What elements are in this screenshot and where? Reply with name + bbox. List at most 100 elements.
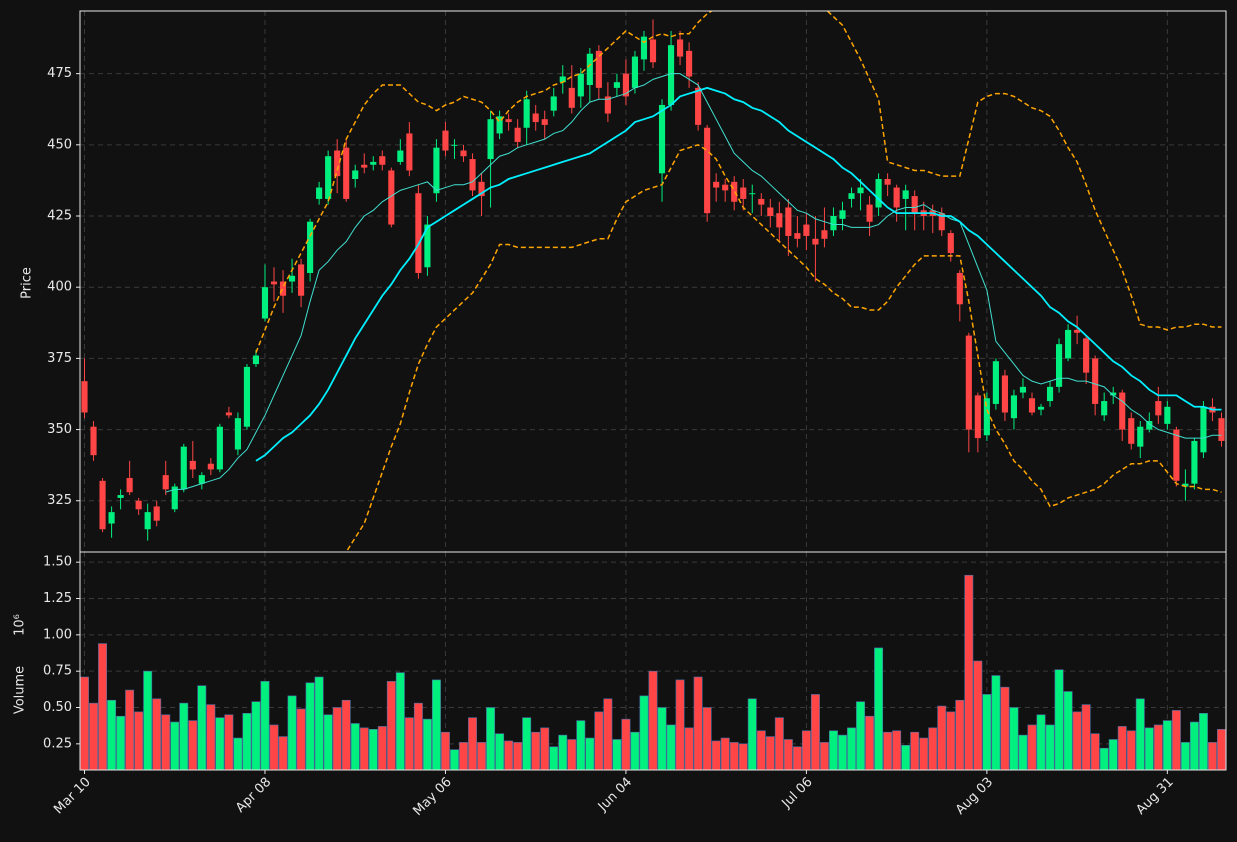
volume-bar: [1090, 733, 1100, 771]
candle-body: [505, 119, 512, 123]
volume-bar: [224, 714, 234, 771]
candle-body: [893, 187, 900, 208]
candle-body: [1019, 386, 1027, 393]
volume-bar: [368, 729, 378, 771]
candle-body: [875, 178, 882, 208]
candle-body: [767, 207, 774, 217]
candle-body: [126, 477, 133, 493]
volume-bar: [576, 720, 586, 771]
candle-body: [550, 96, 557, 111]
volume-bar: [883, 731, 893, 771]
volume-bar: [80, 676, 89, 771]
volume-bar: [558, 734, 568, 771]
volume-bar: [657, 707, 667, 771]
candle-body: [983, 398, 990, 436]
volume-bar: [1045, 724, 1055, 771]
volume-offset-label: 10⁶: [13, 614, 28, 636]
candle-body: [225, 412, 232, 416]
volume-bar: [504, 740, 514, 771]
candle-body: [234, 418, 241, 450]
candle-body: [523, 99, 530, 128]
volume-bar: [143, 670, 153, 771]
volume-bar: [747, 698, 757, 771]
volume-bar: [729, 742, 739, 771]
candle-body: [704, 127, 711, 214]
candle-body: [785, 207, 792, 236]
candle-body: [1055, 344, 1063, 387]
candle-body: [577, 73, 584, 97]
candle-body: [622, 73, 629, 97]
y-tick-label: 325: [47, 493, 72, 508]
candle-body: [686, 50, 693, 77]
candle-body: [1065, 329, 1072, 359]
candle-body: [433, 147, 440, 194]
candle-body: [388, 170, 395, 225]
volume-bar: [477, 742, 487, 771]
candle-body: [334, 150, 341, 177]
candle-body: [956, 272, 963, 305]
volume-bar: [1189, 721, 1199, 771]
volume-bar: [341, 699, 351, 771]
volume-bar: [422, 718, 432, 771]
volume-bar: [459, 742, 468, 771]
volume-bar: [964, 574, 974, 771]
candle-body: [947, 233, 954, 254]
volume-bar: [206, 704, 216, 771]
volume-bar: [1108, 739, 1118, 771]
candle-body: [586, 53, 593, 86]
volume-bar: [738, 743, 748, 771]
volume-bar: [540, 727, 550, 771]
candle-body: [1092, 358, 1099, 404]
volume-bar: [125, 689, 135, 771]
volume-bar: [269, 724, 279, 771]
volume-bar: [1144, 727, 1154, 771]
candle-body: [992, 361, 999, 404]
volume-bar: [116, 715, 126, 771]
volume-bar: [450, 749, 459, 771]
candle-body: [460, 150, 467, 157]
volume-bar: [1018, 734, 1028, 771]
candle-body: [857, 187, 864, 194]
volume-bar: [567, 739, 577, 771]
candle-body: [1200, 406, 1207, 453]
volume-bar: [513, 742, 523, 771]
volume-bar: [1081, 704, 1091, 771]
candle-body: [469, 159, 476, 191]
candle-body: [776, 213, 783, 228]
volume-bar: [829, 730, 838, 771]
candle-body: [839, 210, 846, 219]
price-layer: [81, 11, 1225, 552]
candle-body: [938, 213, 945, 231]
volume-bar: [161, 714, 171, 771]
volume-bar: [377, 726, 387, 771]
candle-body: [848, 193, 855, 199]
y-tick-label: 1.50: [43, 555, 72, 570]
volume-bar: [1153, 724, 1163, 771]
volume-bar: [810, 694, 820, 771]
price-axis-label: Price: [20, 267, 35, 299]
volume-bar: [594, 711, 604, 771]
volume-bar: [819, 742, 829, 771]
volume-bar: [1208, 742, 1217, 771]
volume-bar: [404, 717, 414, 771]
volume-bar: [792, 746, 802, 771]
candle-body: [1137, 426, 1144, 447]
volume-bar: [495, 733, 505, 771]
candle-body: [749, 193, 756, 195]
volume-bar: [928, 727, 938, 771]
candle-body: [108, 512, 115, 524]
candle-body: [424, 224, 431, 268]
y-tick-label: 0.50: [43, 700, 72, 715]
volume-bar: [314, 676, 324, 771]
candle-body: [198, 475, 205, 484]
candle-body: [361, 164, 368, 168]
volume-bar: [1198, 713, 1208, 771]
volume-bar: [1054, 669, 1064, 771]
volume-bar: [1126, 730, 1136, 771]
candle-body: [207, 463, 214, 470]
volume-bar: [1099, 747, 1109, 771]
candle-body: [830, 216, 837, 231]
volume-bar: [901, 744, 911, 771]
candle-body: [974, 395, 981, 439]
candle-body: [1164, 406, 1171, 424]
